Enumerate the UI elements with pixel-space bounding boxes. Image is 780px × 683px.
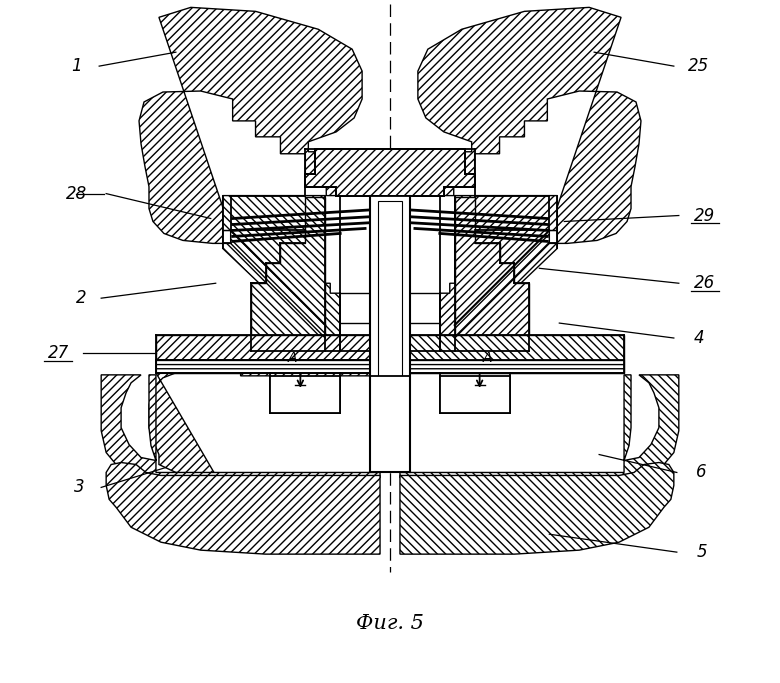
Polygon shape xyxy=(222,195,340,351)
Text: 1: 1 xyxy=(71,57,82,75)
Text: A: A xyxy=(483,351,492,365)
Text: 26: 26 xyxy=(694,275,715,292)
Polygon shape xyxy=(139,8,362,243)
Polygon shape xyxy=(400,360,624,373)
Polygon shape xyxy=(156,360,380,373)
Text: 3: 3 xyxy=(74,478,84,497)
Polygon shape xyxy=(440,376,509,413)
Polygon shape xyxy=(250,197,325,351)
Polygon shape xyxy=(305,149,475,195)
Polygon shape xyxy=(106,462,380,554)
Polygon shape xyxy=(101,375,380,484)
Text: A: A xyxy=(288,351,297,365)
Polygon shape xyxy=(455,197,530,351)
Polygon shape xyxy=(305,149,475,195)
Text: 2: 2 xyxy=(76,289,87,307)
Polygon shape xyxy=(400,375,679,484)
Polygon shape xyxy=(370,376,410,473)
Polygon shape xyxy=(400,335,624,373)
Text: 4: 4 xyxy=(693,329,704,347)
Text: 6: 6 xyxy=(697,464,707,482)
Polygon shape xyxy=(156,335,380,373)
Text: 25: 25 xyxy=(688,57,709,75)
Polygon shape xyxy=(440,195,558,351)
Text: 5: 5 xyxy=(697,543,707,561)
Text: Фиг. 5: Фиг. 5 xyxy=(356,614,424,633)
Polygon shape xyxy=(271,376,340,413)
Text: 29: 29 xyxy=(694,206,715,225)
Polygon shape xyxy=(418,8,641,243)
Text: 28: 28 xyxy=(66,184,87,203)
Polygon shape xyxy=(400,462,674,554)
Polygon shape xyxy=(370,195,410,473)
Polygon shape xyxy=(378,201,402,453)
Polygon shape xyxy=(149,360,380,475)
Text: 27: 27 xyxy=(48,344,69,362)
